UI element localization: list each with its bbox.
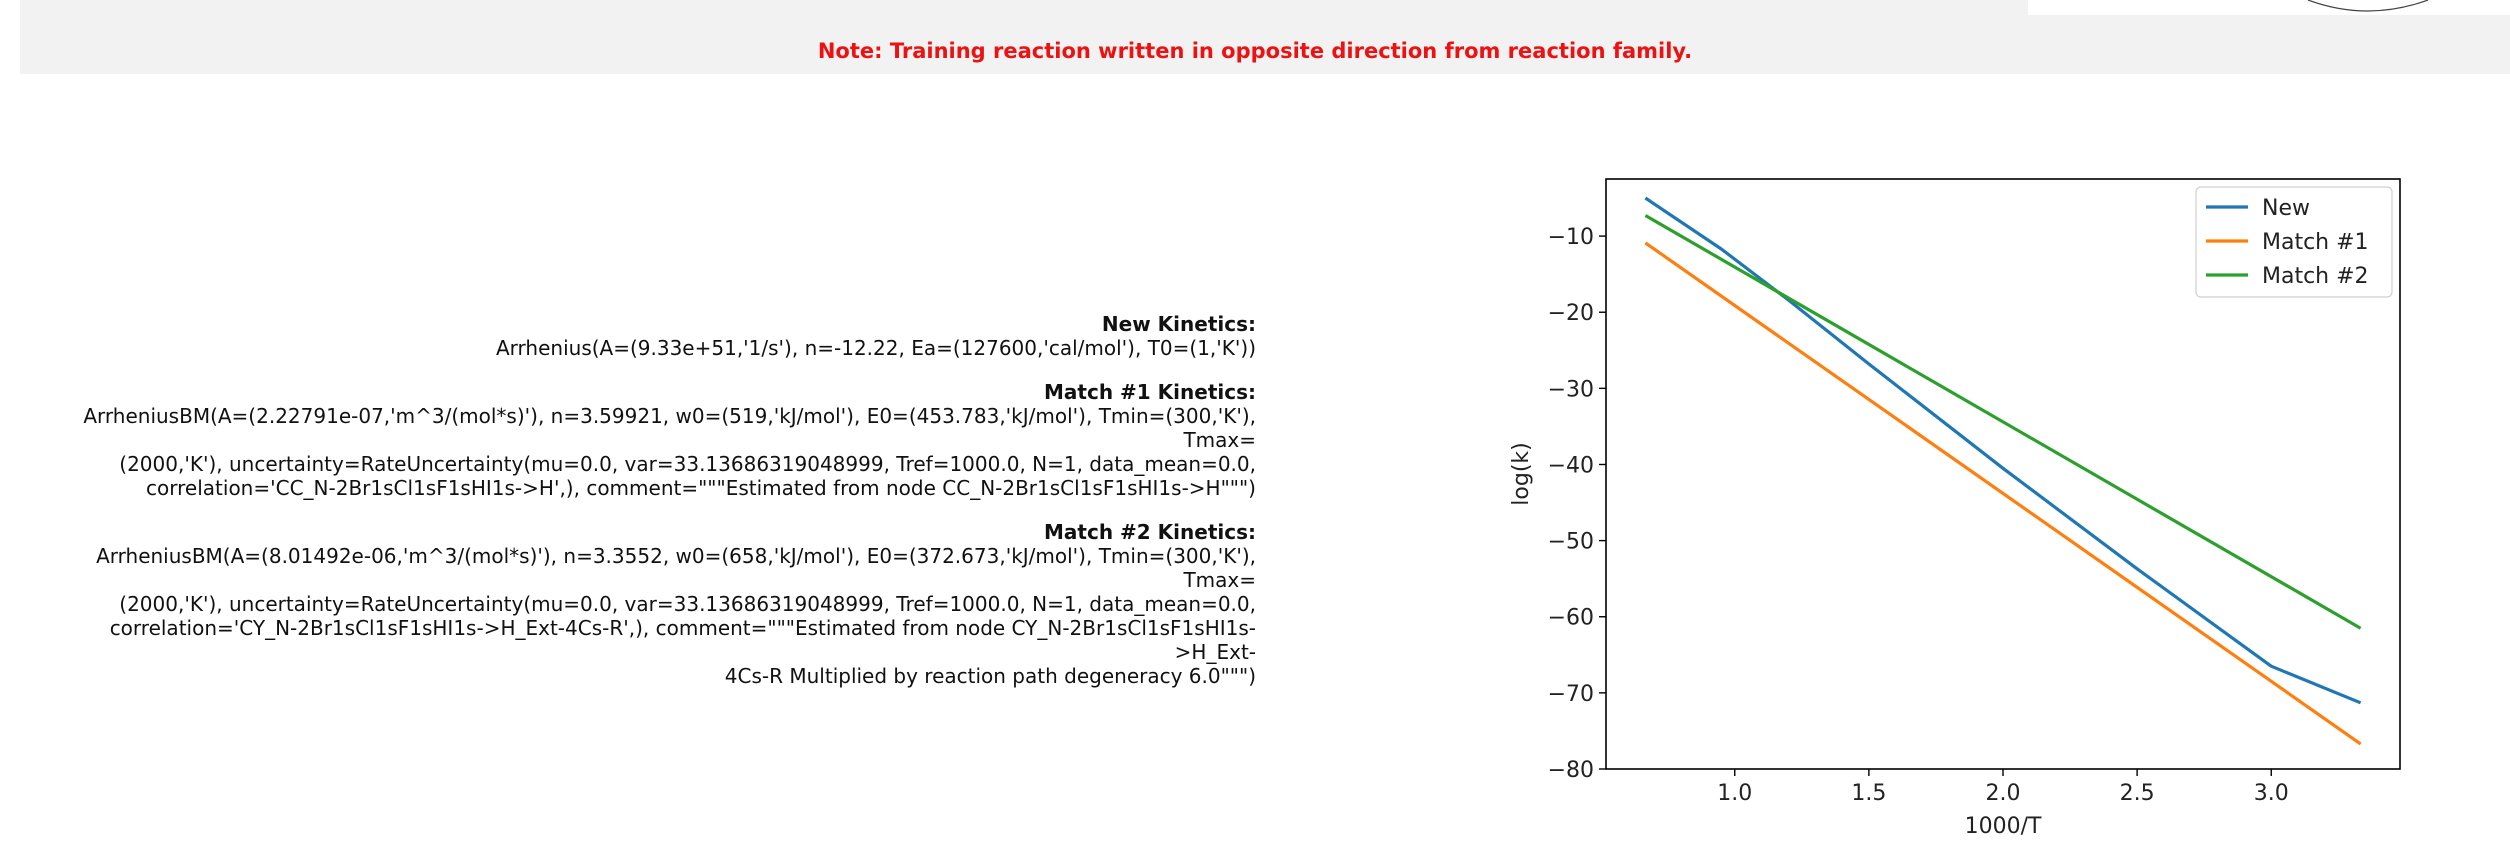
match1-kinetics-block: Match #1 Kinetics: ArrheniusBM(A=(2.2279…: [40, 380, 1256, 500]
series-line-2: [1644, 241, 2362, 746]
x-tick-label: 2.0: [1986, 781, 2021, 806]
new-kinetics-line: Arrhenius(A=(9.33e+51,'1/s'), n=-12.22, …: [496, 336, 1256, 360]
match2-kinetics-line: (2000,'K'), uncertainty=RateUncertainty(…: [119, 592, 1256, 616]
series-line-1: [1644, 196, 2362, 705]
match1-kinetics-line: (2000,'K'), uncertainty=RateUncertainty(…: [119, 452, 1256, 476]
x-tick-label: 1.5: [1851, 781, 1886, 806]
y-axis-label: log(k): [1509, 442, 1534, 505]
y-tick-label: −30: [1548, 377, 1594, 402]
x-axis-label: 1000/T: [1965, 814, 2042, 839]
new-kinetics-title: New Kinetics:: [1101, 312, 1256, 336]
legend-label: Match #1: [2262, 230, 2369, 255]
kinetics-panel: New Kinetics: Arrhenius(A=(9.33e+51,'1/s…: [40, 312, 1256, 708]
y-tick-label: −20: [1548, 301, 1594, 326]
y-tick-label: −50: [1548, 530, 1594, 555]
y-tick-label: −10: [1548, 225, 1594, 250]
legend-label: New: [2262, 196, 2310, 221]
match2-kinetics-block: Match #2 Kinetics: ArrheniusBM(A=(8.0149…: [40, 520, 1256, 688]
chart-canvas: 1.0 1.5 2.0 2.5 3.0 −10 −20 −30 −40 −50 −60 −70 −80 1…: [1509, 178, 2401, 839]
match1-kinetics-line: ArrheniusBM(A=(2.22791e-07,'m^3/(mol*s)'…: [83, 404, 1256, 452]
direction-note: Note: Training reaction written in oppos…: [817, 39, 1693, 63]
y-tick-label: −70: [1548, 682, 1594, 707]
new-kinetics-block: New Kinetics: Arrhenius(A=(9.33e+51,'1/s…: [40, 312, 1256, 360]
match2-kinetics-line: 4Cs-R Multiplied by reaction path degene…: [724, 664, 1256, 688]
y-tick-label: −40: [1548, 453, 1594, 478]
match2-kinetics-line: ArrheniusBM(A=(8.01492e-06,'m^3/(mol*s)'…: [96, 544, 1256, 592]
legend-label: Match #2: [2262, 264, 2369, 289]
x-tick-label: 3.0: [2254, 781, 2289, 806]
x-tick-label: 1.0: [1717, 781, 1752, 806]
molecule-thumbnail-edge: [2028, 0, 2510, 15]
x-tick-label: 2.5: [2120, 781, 2155, 806]
legend-box: [2195, 186, 2393, 298]
rate-comparison-chart: 1.0 1.5 2.0 2.5 3.0 −10 −20 −30 −40 −50 −60 −70 −80 1…: [1490, 160, 2430, 850]
match2-kinetics-line: correlation='CY_N-2Br1sCl1sF1sHI1s->H_Ex…: [109, 616, 1256, 664]
series-line-3: [1644, 214, 2362, 630]
match2-kinetics-title: Match #2 Kinetics:: [1044, 520, 1256, 544]
y-tick-label: −80: [1548, 758, 1594, 783]
thumbnail-fragment: [2307, 0, 2429, 12]
match1-kinetics-line: correlation='CC_N-2Br1sCl1sF1sHI1s->H',)…: [146, 476, 1256, 500]
match1-kinetics-title: Match #1 Kinetics:: [1044, 380, 1256, 404]
y-tick-label: −60: [1548, 606, 1594, 631]
